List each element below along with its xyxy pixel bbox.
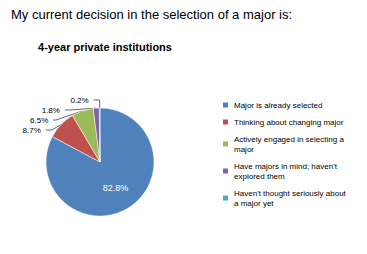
svg-text:Haven't thought seriously abou: Haven't thought seriously about (234, 189, 348, 198)
svg-text:6.5%: 6.5% (30, 116, 48, 125)
svg-text:My current decision in the sel: My current decision in the selection of … (11, 7, 292, 22)
svg-text:Major is already selected: Major is already selected (234, 101, 322, 110)
svg-text:a major yet: a major yet (234, 199, 274, 208)
svg-text:1.8%: 1.8% (42, 106, 60, 115)
svg-text:0.2%: 0.2% (70, 96, 88, 105)
svg-text:Thinking about changing major: Thinking about changing major (234, 118, 344, 127)
svg-text:Have majors in mind; haven't: Have majors in mind; haven't (234, 162, 339, 171)
svg-text:Actively engaged in selecting: Actively engaged in selecting a (234, 135, 346, 144)
svg-text:82.8%: 82.8% (103, 183, 129, 193)
svg-text:explored them: explored them (234, 172, 285, 181)
svg-text:8.7%: 8.7% (23, 126, 41, 135)
svg-text:major: major (234, 145, 254, 154)
svg-text:4-year private institutions: 4-year private institutions (38, 41, 172, 53)
